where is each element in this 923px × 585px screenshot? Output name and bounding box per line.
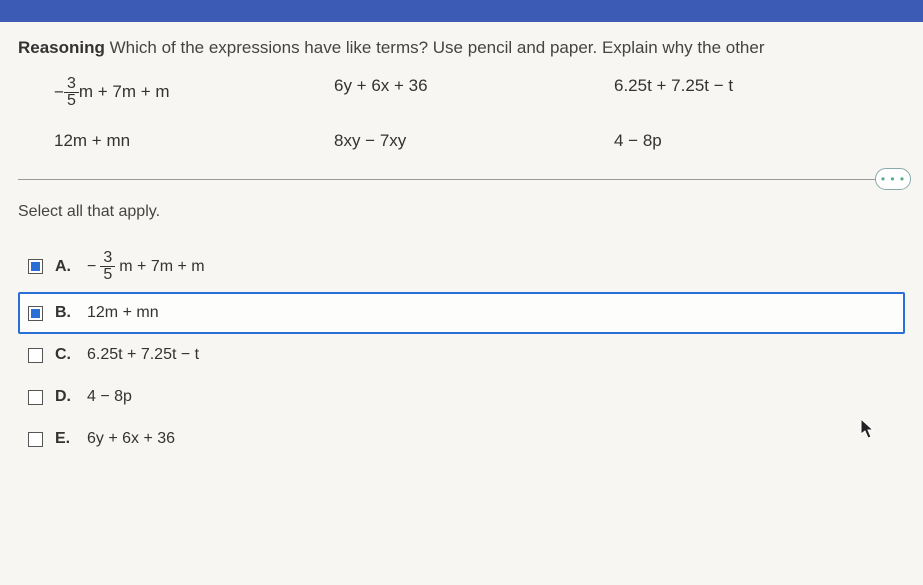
option-d[interactable]: D. 4 − 8p	[18, 376, 905, 418]
option-body: 4 − 8p	[87, 388, 132, 406]
frac-den: 5	[64, 92, 79, 109]
expr-1-2: 6y + 6x + 36	[334, 76, 614, 109]
opt-rest: m + 7m + m	[119, 258, 204, 276]
option-c[interactable]: C. 6.25t + 7.25t − t	[18, 334, 905, 376]
frac-den: 5	[100, 266, 115, 283]
option-body: 12m + mn	[87, 304, 159, 322]
opt-neg: −	[87, 258, 96, 276]
instruction-text: Select all that apply.	[18, 203, 905, 221]
expr-fraction: 35	[64, 76, 79, 109]
expr-1-3: 6.25t + 7.25t − t	[614, 76, 894, 109]
window-titlebar	[0, 0, 923, 22]
checkbox-e[interactable]	[28, 432, 43, 447]
option-letter: D.	[55, 388, 75, 406]
more-icon[interactable]: • • •	[875, 168, 911, 190]
option-body: −35m + 7m + m	[87, 250, 205, 283]
option-letter: B.	[55, 304, 75, 322]
prompt-lead: Reasoning	[18, 38, 105, 57]
option-a[interactable]: A. −35m + 7m + m	[18, 241, 905, 292]
option-body: 6y + 6x + 36	[87, 430, 175, 448]
expr-2-1: 12m + mn	[54, 131, 334, 151]
option-letter: A.	[55, 258, 75, 276]
option-b[interactable]: B. 12m + mn	[18, 292, 905, 334]
checkbox-d[interactable]	[28, 390, 43, 405]
prompt-text: Which of the expressions have like terms…	[110, 38, 765, 57]
options-list: A. −35m + 7m + m B. 12m + mn C. 6.25t + …	[18, 241, 905, 460]
mouse-cursor-icon	[860, 418, 876, 440]
expr-1-1: −35m + 7m + m	[54, 76, 334, 109]
checkbox-a[interactable]	[28, 259, 43, 274]
expr-2-3: 4 − 8p	[614, 131, 894, 151]
divider-row: • • •	[18, 179, 905, 181]
frac-num: 3	[64, 76, 79, 92]
option-body: 6.25t + 7.25t − t	[87, 346, 199, 364]
expr-2-2: 8xy − 7xy	[334, 131, 614, 151]
question-panel: Reasoning Which of the expressions have …	[0, 22, 923, 585]
expression-grid: −35m + 7m + m 6y + 6x + 36 6.25t + 7.25t…	[54, 76, 905, 151]
checkbox-b[interactable]	[28, 306, 43, 321]
option-e[interactable]: E. 6y + 6x + 36	[18, 418, 905, 460]
expr-rest: m + 7m + m	[79, 82, 170, 101]
expr-neg: −	[54, 83, 64, 102]
question-prompt: Reasoning Which of the expressions have …	[18, 38, 905, 58]
divider	[18, 179, 905, 180]
frac-num: 3	[100, 250, 115, 266]
opt-fraction: 35	[100, 250, 115, 283]
option-letter: C.	[55, 346, 75, 364]
option-letter: E.	[55, 430, 75, 448]
checkbox-c[interactable]	[28, 348, 43, 363]
